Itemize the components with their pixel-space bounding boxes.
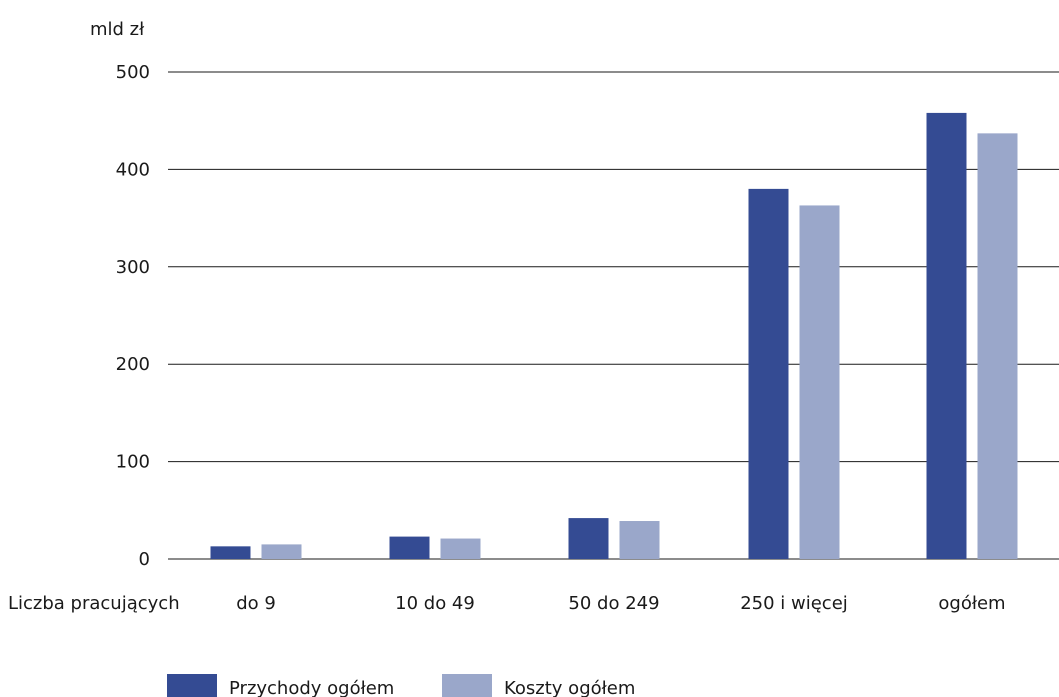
bars xyxy=(210,112,1018,560)
x-tick-label: 250 i więcej xyxy=(740,593,848,614)
bar-koszty-4 xyxy=(977,133,1018,559)
bar-przychody-4 xyxy=(926,112,967,560)
legend-label-0: Przychody ogółem xyxy=(229,678,394,697)
bar-koszty-2 xyxy=(619,521,660,559)
x-axis-label: Liczba pracujących xyxy=(8,593,180,614)
legend-label-1: Koszty ogółem xyxy=(504,678,635,697)
y-tick-label: 300 xyxy=(116,257,150,278)
bar-przychody-3 xyxy=(748,188,789,559)
x-tick-label: 50 do 249 xyxy=(568,593,659,614)
y-tick-label: 500 xyxy=(116,62,150,83)
y-tick-label: 100 xyxy=(116,452,150,473)
bar-koszty-0 xyxy=(261,544,302,559)
legend-swatch-0 xyxy=(167,674,217,697)
bar-koszty-3 xyxy=(799,205,840,560)
x-tick-label: ogółem xyxy=(938,593,1005,614)
x-tick-label: do 9 xyxy=(236,593,276,614)
x-tick-labels: do 9 10 do 49 50 do 249 250 i więcej ogółem xyxy=(236,593,1005,614)
y-axis-unit-label: mld zł xyxy=(90,19,145,40)
legend-swatch-1 xyxy=(442,674,492,697)
legend: Przychody ogółem Koszty ogółem xyxy=(167,674,635,697)
y-tick-label: 400 xyxy=(116,159,150,180)
bar-przychody-1 xyxy=(389,536,430,559)
gridlines: 0 100 200 300 400 500 xyxy=(116,62,1059,570)
bar-przychody-0 xyxy=(210,546,251,559)
y-tick-label: 0 xyxy=(139,549,150,570)
bar-przychody-2 xyxy=(568,518,609,559)
bar-koszty-1 xyxy=(440,538,481,559)
y-tick-label: 200 xyxy=(116,354,150,375)
x-tick-label: 10 do 49 xyxy=(395,593,475,614)
